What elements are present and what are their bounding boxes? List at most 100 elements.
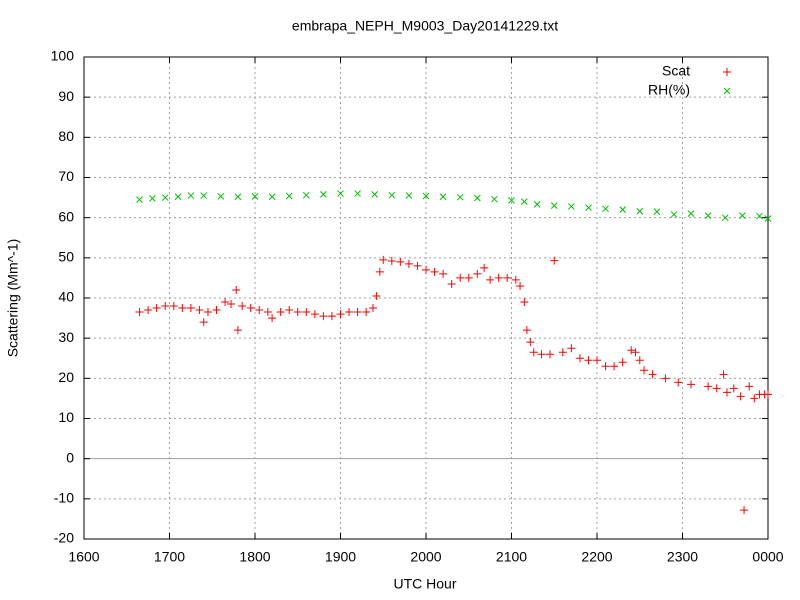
data-point (169, 302, 178, 311)
data-point (750, 394, 759, 403)
y-tick-label: 60 (58, 208, 74, 224)
data-point (268, 314, 277, 323)
data-point (756, 212, 763, 220)
data-point (494, 273, 503, 282)
data-point (195, 306, 204, 315)
data-point (255, 306, 264, 315)
data-point (529, 348, 538, 357)
data-point (232, 285, 241, 294)
data-point (320, 191, 327, 198)
y-tick-label: 30 (58, 329, 74, 345)
data-point (422, 265, 430, 274)
data-point (362, 308, 371, 317)
x-tick-label: 1800 (239, 549, 270, 565)
data-point (736, 392, 745, 401)
data-point (375, 267, 384, 276)
data-point (585, 204, 592, 211)
data-point (447, 279, 456, 288)
data-point (212, 306, 221, 315)
data-point (456, 193, 464, 201)
chart-title: embrapa_NEPH_M9003_Day20141229.txt (292, 18, 558, 34)
legend-label: RH(%) (648, 82, 690, 98)
data-point (285, 306, 294, 315)
data-point (550, 256, 559, 265)
x-tick-label: 0000 (752, 549, 783, 565)
data-point (174, 193, 182, 201)
data-point (238, 302, 247, 311)
data-point (464, 273, 473, 282)
y-tick-label: 40 (58, 289, 74, 305)
legend-label: Scat (662, 63, 690, 79)
data-point (618, 358, 627, 367)
data-point (144, 306, 153, 315)
data-point (508, 197, 515, 204)
y-axis-label: Scattering (Mm^-1) (5, 239, 21, 358)
data-point (152, 304, 161, 313)
data-point (413, 261, 422, 270)
data-point (200, 192, 208, 199)
y-tick-label: 0 (66, 449, 74, 465)
data-point (533, 201, 541, 208)
y-tick-label: 80 (58, 128, 74, 144)
data-point (456, 273, 465, 282)
data-point (251, 193, 259, 200)
data-point (486, 275, 495, 284)
data-point (550, 202, 558, 209)
data-point (627, 346, 636, 355)
x-tick-label: 2300 (667, 549, 698, 565)
data-point (503, 273, 512, 282)
plot-frame (83, 56, 769, 540)
data-point (473, 269, 482, 278)
data-point (227, 300, 236, 309)
data-point (136, 196, 143, 203)
data-point (545, 350, 554, 359)
data-point (187, 192, 195, 199)
data-point (336, 310, 345, 319)
data-point (302, 308, 311, 317)
data-point (430, 267, 439, 276)
data-point (439, 193, 447, 201)
legend-marker (723, 87, 731, 95)
data-point (491, 195, 498, 203)
data-point (372, 291, 381, 300)
data-point (558, 348, 567, 357)
data-point (263, 308, 272, 317)
data-point (511, 275, 520, 284)
x-axis-label: UTC Hour (393, 576, 456, 592)
x-tick-label: 2200 (581, 549, 612, 565)
data-point (246, 304, 255, 313)
data-point (520, 298, 529, 307)
y-tick-label: 50 (58, 249, 74, 265)
data-point (722, 388, 731, 397)
data-point (439, 269, 448, 278)
data-point (178, 304, 187, 313)
data-point (593, 356, 601, 365)
data-point (520, 198, 528, 205)
data-point (422, 192, 430, 200)
data-point (221, 298, 230, 307)
y-tick-label: 20 (58, 369, 74, 385)
y-tick-label: -10 (54, 490, 74, 506)
data-point (203, 308, 212, 317)
data-point (602, 205, 609, 213)
data-point (310, 310, 319, 319)
data-point (687, 380, 696, 389)
data-point (345, 308, 354, 317)
data-point (186, 304, 195, 313)
data-point (388, 191, 396, 199)
data-point (327, 312, 336, 321)
x-tick-label: 1900 (325, 549, 356, 565)
x-tick-label: 2000 (410, 549, 441, 565)
data-point (653, 208, 661, 215)
data-point (234, 193, 242, 201)
data-point (161, 194, 169, 201)
data-point (135, 308, 144, 317)
y-tick-label: 10 (58, 409, 74, 425)
data-point (575, 354, 584, 363)
legend-marker (723, 68, 731, 76)
data-point (199, 318, 208, 327)
data-point (764, 390, 772, 399)
data-point (619, 206, 627, 213)
y-tick-label: 100 (51, 48, 75, 64)
